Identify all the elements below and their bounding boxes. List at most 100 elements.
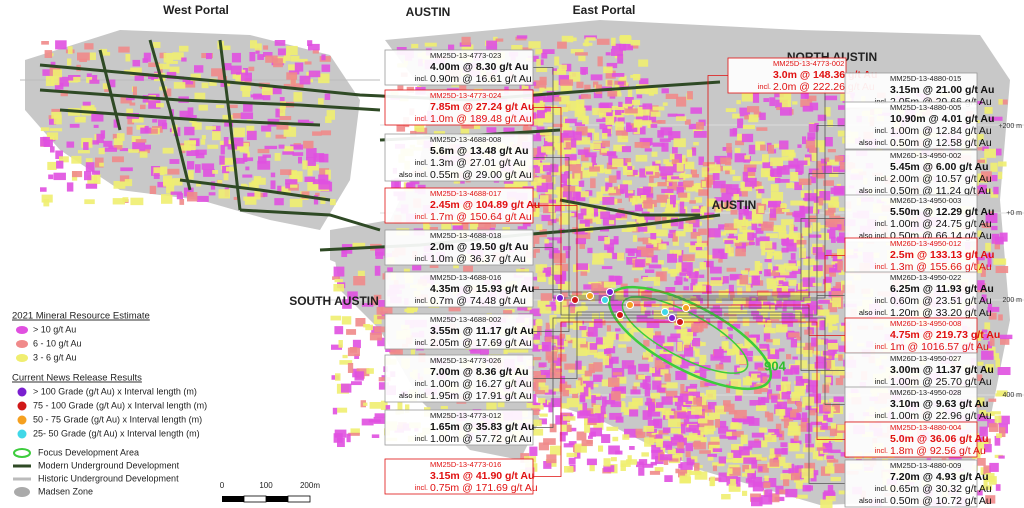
resource-block bbox=[665, 410, 670, 420]
resource-block bbox=[608, 191, 622, 196]
resource-block bbox=[715, 370, 727, 380]
resource-block bbox=[659, 384, 667, 388]
resource-block bbox=[690, 298, 698, 304]
resource-block bbox=[657, 120, 666, 124]
resource-block bbox=[205, 126, 216, 130]
resource-block bbox=[143, 52, 151, 62]
resource-block bbox=[346, 329, 357, 335]
resource-block bbox=[53, 172, 66, 181]
legend-swatch bbox=[17, 401, 27, 411]
resource-block bbox=[663, 358, 677, 364]
resource-block bbox=[692, 148, 697, 156]
resource-block bbox=[802, 396, 815, 406]
callout-prefix: incl. bbox=[875, 484, 888, 493]
resource-block bbox=[73, 108, 79, 112]
resource-block bbox=[553, 96, 562, 102]
resource-block bbox=[667, 336, 678, 342]
resource-block bbox=[554, 56, 560, 66]
callout-value: 1.00m @ 57.72 g/t Au bbox=[430, 433, 532, 445]
resource-block bbox=[793, 342, 806, 347]
resource-block bbox=[593, 374, 603, 382]
resource-block bbox=[351, 381, 362, 386]
resource-block bbox=[222, 114, 234, 123]
resource-block bbox=[602, 133, 608, 139]
resource-block bbox=[98, 148, 105, 155]
zone-label: West Portal bbox=[163, 3, 229, 17]
resource-block bbox=[486, 127, 497, 133]
resource-block bbox=[699, 404, 711, 412]
callout-value: 2.5m @ 133.13 g/t Au bbox=[890, 249, 994, 261]
resource-block bbox=[603, 281, 616, 288]
resource-block bbox=[549, 164, 559, 173]
resource-block bbox=[780, 473, 791, 480]
resource-block bbox=[659, 319, 672, 324]
resource-block bbox=[749, 161, 763, 165]
resource-block bbox=[721, 192, 732, 202]
resource-block bbox=[714, 197, 722, 202]
resource-block bbox=[66, 141, 75, 148]
resource-block bbox=[755, 141, 765, 151]
resource-block bbox=[736, 100, 741, 105]
resource-block bbox=[775, 423, 782, 432]
callout-line: incl. bbox=[415, 296, 428, 305]
resource-block bbox=[604, 400, 616, 405]
resource-block bbox=[642, 410, 652, 420]
resource-block bbox=[562, 389, 569, 397]
resource-block bbox=[681, 262, 693, 273]
resource-block bbox=[626, 346, 632, 354]
resource-block bbox=[742, 464, 750, 472]
resource-block bbox=[690, 283, 696, 291]
elevation-label: 200 m bbox=[1003, 297, 1023, 304]
resource-block bbox=[775, 286, 789, 295]
resource-block bbox=[159, 52, 167, 59]
resource-block bbox=[542, 165, 552, 172]
resource-block bbox=[243, 102, 253, 112]
resource-block bbox=[820, 499, 833, 508]
resource-block bbox=[394, 178, 399, 188]
resource-block bbox=[685, 400, 693, 405]
resource-block bbox=[650, 392, 661, 399]
resource-block bbox=[679, 209, 686, 215]
resource-block bbox=[606, 353, 612, 362]
resource-block bbox=[224, 120, 234, 127]
resource-block bbox=[993, 258, 1007, 265]
resource-block bbox=[277, 185, 282, 195]
resource-block bbox=[732, 176, 741, 181]
resource-block bbox=[630, 389, 641, 395]
resource-block bbox=[537, 178, 546, 186]
resource-block bbox=[629, 446, 635, 450]
resource-block bbox=[602, 355, 610, 366]
resource-block bbox=[791, 440, 802, 445]
resource-block bbox=[248, 66, 255, 72]
resource-block bbox=[559, 306, 569, 314]
resource-block bbox=[371, 434, 380, 438]
resource-block bbox=[577, 230, 591, 240]
resource-block bbox=[699, 262, 707, 270]
callout-id: MM26D-13-4950-002 bbox=[890, 151, 961, 160]
intercept-dot bbox=[668, 314, 676, 322]
legend-label: 6 - 10 g/t Au bbox=[33, 338, 82, 348]
resource-block bbox=[670, 195, 676, 205]
resource-block bbox=[590, 74, 603, 81]
resource-block bbox=[718, 224, 729, 230]
resource-block bbox=[373, 314, 382, 325]
resource-block bbox=[557, 336, 564, 346]
resource-block bbox=[634, 204, 643, 212]
resource-block bbox=[628, 45, 639, 49]
resource-block bbox=[369, 402, 381, 409]
resource-block bbox=[788, 152, 796, 158]
resource-block bbox=[522, 126, 532, 131]
resource-block bbox=[677, 342, 683, 352]
resource-block bbox=[823, 448, 831, 453]
resource-block bbox=[596, 191, 603, 198]
resource-block bbox=[777, 302, 787, 307]
resource-block bbox=[553, 70, 567, 75]
resource-block bbox=[778, 456, 786, 467]
resource-block bbox=[441, 223, 452, 230]
resource-block bbox=[744, 177, 757, 187]
resource-block bbox=[695, 432, 704, 440]
resource-block bbox=[638, 226, 648, 232]
resource-block bbox=[763, 331, 771, 342]
resource-block bbox=[712, 448, 723, 452]
resource-block bbox=[1000, 338, 1010, 345]
